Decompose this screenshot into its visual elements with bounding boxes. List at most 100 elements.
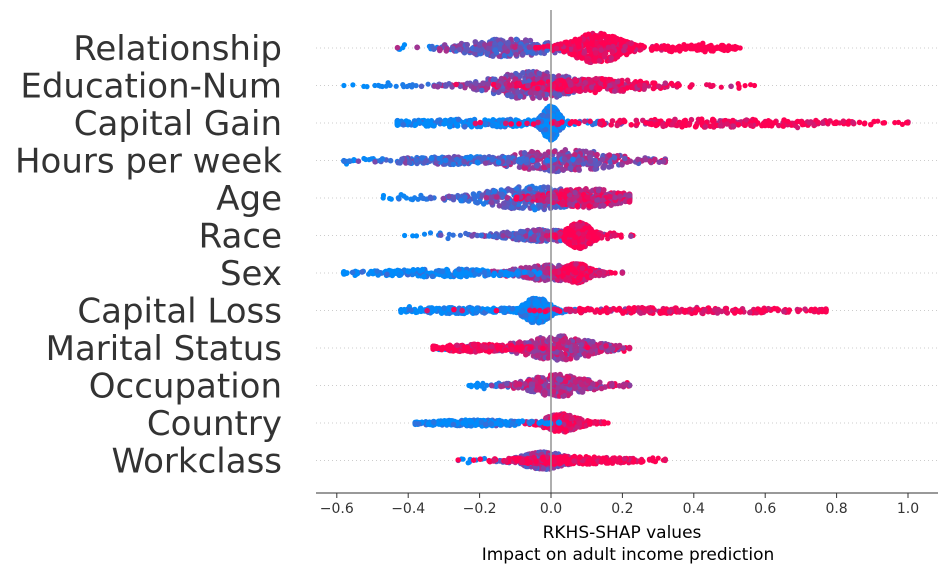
point [368,268,374,275]
point [540,184,547,190]
point [587,118,593,125]
point [501,44,508,51]
point [594,34,601,41]
point [405,268,412,275]
point [454,156,460,163]
point [871,118,877,125]
point [402,232,408,239]
point [594,197,600,204]
point [509,204,515,211]
point [672,116,678,123]
point [508,93,515,100]
point [461,158,467,165]
point [536,94,543,101]
point [491,188,498,194]
point [525,82,531,89]
point [455,116,462,123]
point [556,92,563,99]
point [700,43,707,49]
point [410,267,417,273]
point [491,233,498,239]
point [485,81,492,87]
point [726,46,732,52]
point [561,156,568,162]
point [349,269,356,276]
point [513,186,520,192]
point [751,82,758,89]
point [467,154,474,160]
point [608,270,615,276]
point [513,196,520,202]
point [538,79,544,86]
point [532,206,538,213]
point [581,48,588,54]
point [660,123,666,130]
point [567,165,574,171]
point [598,47,604,53]
point [584,42,591,48]
point [361,155,367,162]
point [621,118,628,125]
point [685,43,691,49]
point [489,122,496,129]
point [383,83,389,89]
point [475,160,481,166]
point [742,83,748,89]
point [730,123,737,130]
point [517,73,523,79]
point [534,85,541,92]
point [543,269,549,276]
point [474,200,481,206]
point [628,122,635,128]
point [437,46,443,53]
point [608,34,615,40]
point [439,268,446,275]
swarm-relationship [394,30,743,66]
point [581,118,588,125]
point [577,223,583,229]
point [662,80,669,86]
point [677,48,683,54]
point [628,40,635,46]
point [694,47,700,53]
point [539,236,545,242]
point [648,120,654,127]
point [516,234,522,241]
swarm-hours-per-week [341,147,668,175]
point [461,124,468,130]
point [486,45,492,52]
point [608,202,614,208]
point [549,120,555,126]
point [551,148,558,155]
point [592,50,599,56]
data-points [341,30,911,472]
point [576,157,583,164]
point [428,195,434,202]
point [642,156,649,163]
point [488,199,495,206]
point [380,195,386,201]
point [393,83,399,89]
point [436,155,443,162]
point [526,195,532,202]
point [567,82,574,88]
point [516,80,522,87]
point [505,159,512,165]
point [473,80,479,87]
point [572,77,579,83]
point [543,233,550,239]
point [425,81,431,87]
point [536,70,542,77]
point [653,43,660,49]
point [899,121,906,127]
point [490,53,496,59]
point [521,269,528,275]
point [765,122,772,129]
point [379,83,385,90]
point [405,119,412,125]
point [400,122,407,128]
point [588,84,595,90]
point [856,119,863,126]
point [617,193,623,200]
point [833,119,839,125]
